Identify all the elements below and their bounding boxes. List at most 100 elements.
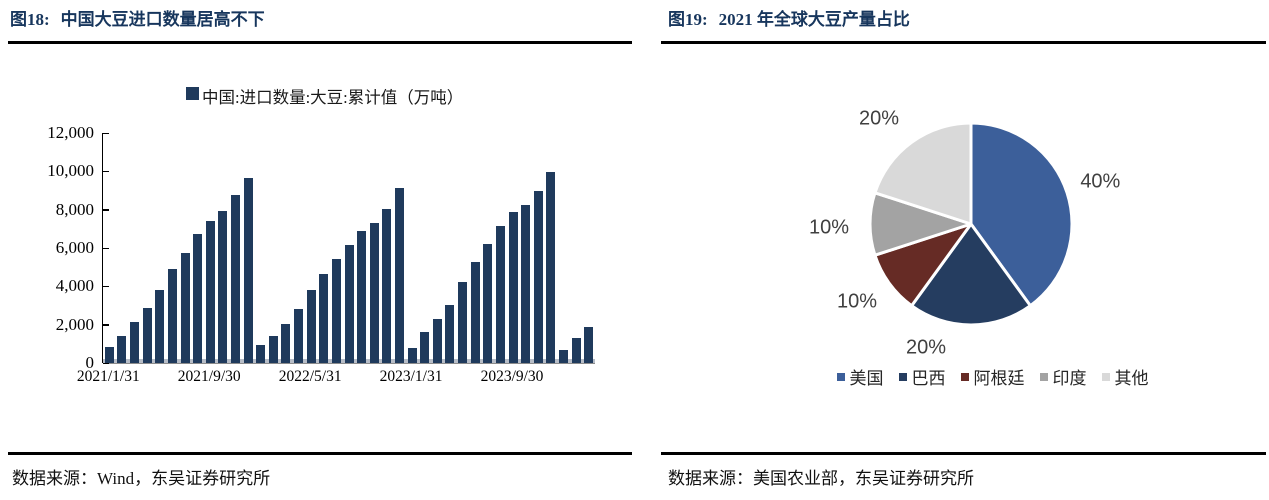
legend-square-icon (960, 372, 969, 381)
pie-slice-other (873, 121, 973, 226)
bar-legend-label: 中国:进口数量:大豆:累计值（万吨） (202, 88, 464, 107)
x-axis-label: 2022/5/31 (278, 368, 342, 385)
bar (205, 221, 215, 363)
bar (495, 225, 505, 363)
y-axis-label: 0 (85, 353, 95, 372)
bar (369, 222, 379, 363)
bar (130, 322, 140, 363)
y-axis-tick (103, 324, 109, 326)
pie-legend-item-india: 印度 (1039, 364, 1087, 389)
figure-19-tag: 图19: (668, 10, 708, 29)
bar (382, 208, 392, 363)
y-axis-label: 4,000 (55, 276, 94, 296)
pie-data-label-india: 10% (808, 216, 850, 239)
y-axis-tick (103, 247, 109, 249)
pie-legend-label: 其他 (1114, 369, 1149, 388)
bar (432, 318, 442, 363)
pie-data-label-brazil: 20% (905, 336, 947, 359)
bar (281, 324, 291, 363)
pie-legend-label: 巴西 (911, 369, 946, 388)
bar (155, 289, 165, 363)
pie-chart-legend: 美国 巴西 阿根廷 印度 其他 (661, 364, 1266, 389)
pie-legend-label: 阿根廷 (973, 369, 1025, 388)
bar-chart-plot-area (102, 132, 595, 364)
figure-19-title: 图19: 2021 年全球大豆产量占比 (668, 5, 910, 30)
legend-square-icon (1101, 372, 1110, 381)
figure-18-title: 图18: 中国大豆进口数量居高不下 (10, 5, 265, 30)
x-axis-label: 2023/1/31 (379, 368, 443, 385)
bar (470, 262, 480, 363)
y-axis-tick (103, 170, 109, 173)
figure-18-tag: 图18: (10, 10, 50, 29)
bar (344, 245, 354, 363)
pie-legend-label: 美国 (849, 369, 884, 388)
y-axis-label: 10,000 (47, 161, 94, 181)
bar (230, 195, 240, 363)
pie-slice-usa (969, 121, 1074, 308)
bar (142, 308, 152, 363)
bar (319, 274, 329, 363)
figure-19-source: 数据来源：美国农业部，东吴证券研究所 (668, 469, 974, 488)
bar (508, 211, 518, 363)
bar (483, 243, 493, 363)
y-axis-tick (103, 132, 109, 134)
bar (193, 234, 203, 363)
x-axis-label: 2021/9/30 (177, 368, 241, 385)
pie-data-label-usa: 40% (1080, 170, 1121, 193)
pie-legend-label: 印度 (1052, 369, 1087, 388)
bar (533, 191, 543, 363)
bar (558, 349, 568, 363)
x-axis-label: 2023/9/30 (480, 368, 544, 385)
bar (357, 230, 367, 363)
pie-data-label-other: 20% (859, 107, 900, 130)
x-axis-line (103, 363, 595, 364)
figure-18-panel: 图18: 中国大豆进口数量居高不下 中国:进口数量:大豆:累计值（万吨） 12,… (8, 5, 632, 488)
y-axis-tick (103, 209, 109, 211)
x-axis-label: 2021/1/31 (76, 368, 140, 385)
bar (104, 346, 114, 363)
legend-square-icon (836, 372, 845, 381)
pie-chart (868, 121, 1074, 327)
bar (584, 327, 594, 363)
y-axis-tick (103, 362, 109, 364)
figure-19-title-text: 2021 年全球大豆产量占比 (718, 10, 910, 29)
y-axis-label: 2,000 (55, 314, 94, 334)
bar (458, 281, 468, 363)
title-divider (661, 41, 1266, 44)
legend-square-icon (1039, 372, 1048, 381)
source-divider (8, 452, 632, 455)
pie-legend-item-brazil: 巴西 (898, 364, 946, 389)
title-divider (8, 41, 632, 44)
bar (243, 178, 253, 363)
pie-legend-item-argentina: 阿根廷 (960, 364, 1025, 389)
bar (445, 304, 455, 363)
pie-slice-brazil (910, 222, 1032, 327)
bar (117, 336, 127, 363)
pie-data-label-argentina: 10% (836, 290, 877, 313)
pie-legend-item-usa: 美国 (836, 364, 884, 389)
figure-18-title-text: 中国大豆进口数量居高不下 (60, 10, 265, 29)
y-axis-tick (103, 285, 109, 288)
bar (256, 345, 266, 363)
bar (268, 336, 278, 363)
y-axis-label: 12,000 (47, 123, 94, 142)
bar (394, 188, 404, 363)
legend-square-icon (898, 372, 907, 381)
bar (571, 338, 581, 363)
y-axis-label: 6,000 (55, 238, 94, 257)
bar (420, 332, 430, 363)
bar (407, 347, 417, 363)
bar (167, 269, 177, 363)
bar (521, 205, 531, 363)
bar (546, 172, 556, 363)
bar (331, 259, 341, 363)
bar (218, 211, 228, 363)
bar (294, 308, 304, 363)
figure-18-source: 数据来源：Wind，东吴证券研究所 (12, 469, 271, 488)
bar-chart-legend: 中国:进口数量:大豆:累计值（万吨） (186, 84, 463, 108)
legend-square-icon (186, 87, 199, 100)
y-axis-label: 8,000 (55, 199, 94, 219)
pie-legend-item-other: 其他 (1101, 364, 1149, 389)
source-divider (661, 452, 1266, 455)
bar (180, 252, 190, 363)
